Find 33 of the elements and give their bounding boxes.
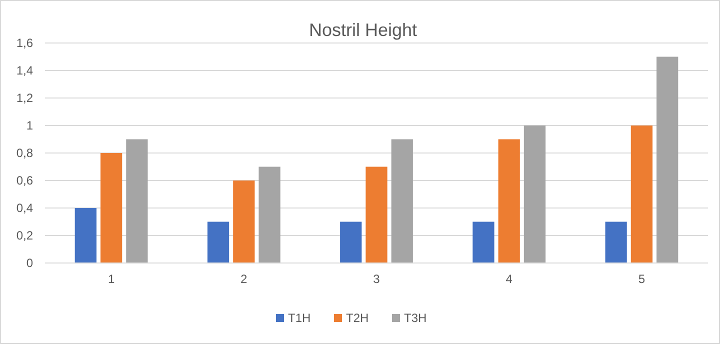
legend-label: T3H (404, 311, 427, 325)
x-tick-label: 5 (638, 272, 646, 286)
y-tick-label: 0,6 (16, 174, 34, 188)
bar (100, 153, 122, 263)
bar (74, 208, 96, 263)
y-tick-label: 0,4 (16, 201, 34, 216)
legend-label: T2H (346, 311, 369, 325)
y-tick-label: 1,4 (16, 64, 34, 78)
y-tick-label: 0 (26, 256, 34, 270)
bar (340, 222, 362, 263)
y-tick-label: 1 (26, 118, 34, 133)
y-tick-label: 0,2 (16, 228, 34, 243)
bar (391, 139, 413, 263)
bar (366, 166, 388, 263)
y-tick-label: 0,8 (16, 146, 34, 160)
bar (233, 180, 255, 263)
x-tick-label: 3 (373, 272, 380, 286)
x-tick-label: 1 (108, 272, 115, 286)
y-tick-label: 1,2 (16, 91, 34, 106)
bar (498, 139, 520, 263)
bar (126, 139, 148, 263)
bar (605, 222, 627, 263)
legend-label: T1H (288, 311, 311, 325)
bar (258, 166, 280, 263)
bar (656, 56, 678, 263)
bar (630, 126, 653, 263)
x-tick-label: 2 (240, 272, 248, 286)
chart-title: Nostril Height (308, 20, 418, 40)
bar (207, 222, 230, 263)
bar (472, 222, 494, 263)
bar (524, 126, 546, 263)
y-tick-label: 1,6 (16, 36, 34, 50)
x-tick-label: 4 (506, 272, 513, 286)
